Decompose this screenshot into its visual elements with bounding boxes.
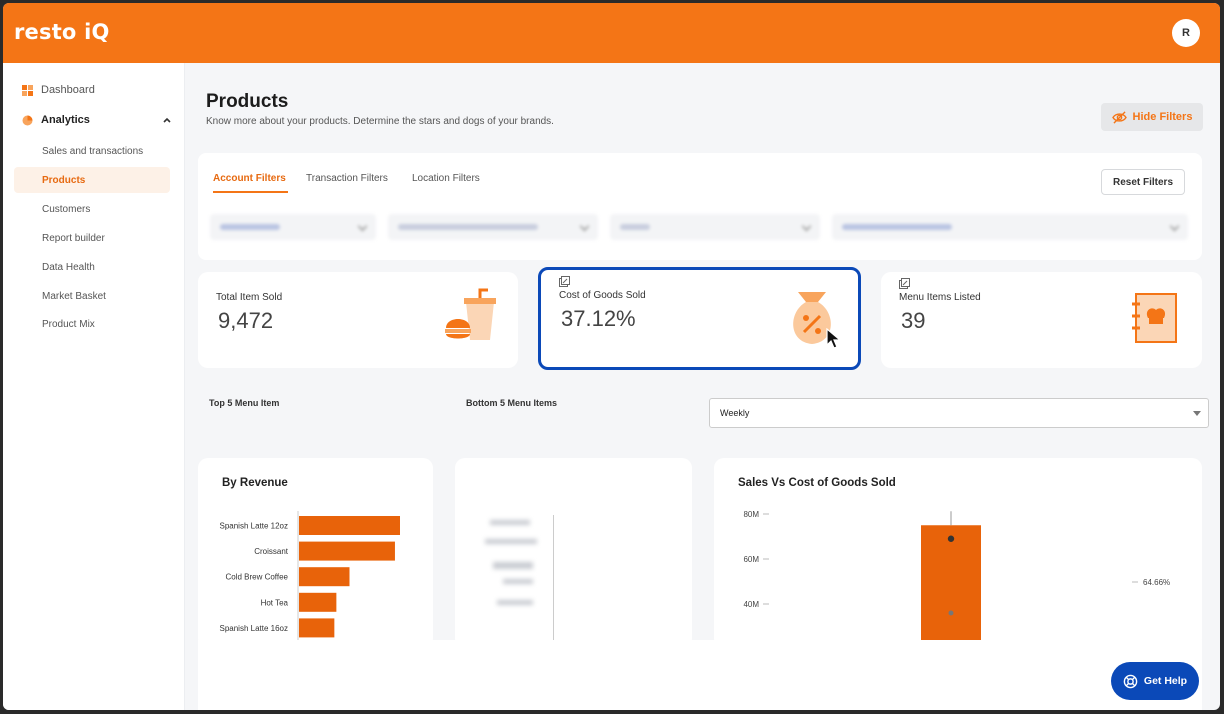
period-select[interactable]: Weekly <box>709 398 1209 428</box>
sidebar-item-analytics[interactable]: Analytics <box>14 114 174 126</box>
y-tick-label: 40M <box>743 600 759 609</box>
main-content: Products Know more about your products. … <box>186 63 1220 710</box>
pie-chart-icon <box>22 115 33 125</box>
sidebar: Dashboard Analytics Sales and transactio… <box>3 63 185 710</box>
bottom5-chart-card <box>455 458 692 648</box>
external-link-icon <box>559 276 570 287</box>
sidebar-sub-products[interactable]: Products <box>14 167 170 193</box>
chevron-up-icon[interactable] <box>162 115 172 125</box>
tab-transaction-filters[interactable]: Transaction Filters <box>306 173 388 184</box>
filter-select-2[interactable] <box>388 214 598 240</box>
data-point <box>947 535 955 542</box>
revenue-bar-chart: Spanish Latte 12oz Croissant Cold Brew Cof… <box>220 511 400 648</box>
sidebar-sub-product-mix[interactable]: Product Mix <box>42 318 95 330</box>
get-help-button[interactable]: Get Help <box>1111 662 1199 700</box>
stat-card-total-item-sold[interactable]: Total Item Sold 9,472 <box>198 272 518 368</box>
hide-filters-button[interactable]: Hide Filters <box>1101 103 1203 131</box>
sidebar-sub-customers[interactable]: Customers <box>42 203 91 215</box>
active-tab-indicator <box>213 191 288 193</box>
app-window: resto iQ R Dashboard Analytics Sales and… <box>3 3 1220 710</box>
filter-select-3[interactable] <box>610 214 820 240</box>
mouse-cursor-icon <box>826 328 842 349</box>
filter-select-1[interactable] <box>210 214 376 240</box>
food-drink-icon <box>445 288 496 340</box>
filter-select-4[interactable] <box>832 214 1188 240</box>
sidebar-sub-data-health[interactable]: Data Health <box>42 261 95 273</box>
sidebar-item-label: Dashboard <box>41 84 95 96</box>
stat-value: 39 <box>901 308 926 333</box>
revenue-bar <box>299 618 335 638</box>
lifebuoy-icon <box>1123 674 1138 688</box>
revenue-bar <box>299 516 400 535</box>
stat-label: Cost of Goods Sold <box>559 290 646 301</box>
sales-cogs-chart: 80M 60M 40M 64.66% <box>743 510 1170 648</box>
eye-off-icon <box>1111 110 1127 124</box>
data-point <box>948 610 954 616</box>
sidebar-item-label: Analytics <box>41 114 90 126</box>
filters-card: Account Filters Transaction Filters Loca… <box>198 153 1202 260</box>
category-label: Hot Tea <box>261 598 289 607</box>
revenue-chart-card: By Revenue Spanish Latte 12oz Croissant Co… <box>198 458 433 648</box>
sidebar-sub-report-builder[interactable]: Report builder <box>42 232 105 244</box>
chart-title: Sales Vs Cost of Goods Sold <box>738 477 896 489</box>
external-link-icon <box>899 278 910 289</box>
top5-label: Top 5 Menu Item <box>209 398 280 408</box>
sidebar-sub-market-basket[interactable]: Market Basket <box>42 290 106 302</box>
tab-location-filters[interactable]: Location Filters <box>412 173 480 184</box>
category-label: Cold Brew Coffee <box>225 573 288 582</box>
sales-bar <box>921 525 981 648</box>
get-help-label: Get Help <box>1143 675 1188 687</box>
stat-label: Menu Items Listed <box>899 292 981 303</box>
axis-line <box>553 515 554 640</box>
stat-card-menu-items-listed[interactable]: Menu Items Listed 39 <box>881 272 1202 368</box>
tab-account-filters[interactable]: Account Filters <box>213 173 286 184</box>
sidebar-item-dashboard[interactable]: Dashboard <box>14 84 95 96</box>
page-subtitle: Know more about your products. Determine… <box>206 116 554 127</box>
page-title: Products <box>206 91 289 112</box>
bottom5-label: Bottom 5 Menu Items <box>466 398 558 408</box>
logo[interactable]: resto iQ <box>14 20 110 44</box>
period-select-value: Weekly <box>720 408 750 418</box>
percentage-annotation: 64.66% <box>1143 578 1170 587</box>
y-tick-label: 80M <box>743 510 759 519</box>
bottom-panel <box>198 640 1202 710</box>
stat-value: 37.12% <box>561 306 636 331</box>
sales-cogs-chart-card: Sales Vs Cost of Goods Sold 80M 60M 40M 64.… <box>714 458 1202 648</box>
money-bag-percent-icon <box>793 292 831 344</box>
revenue-bar <box>299 541 395 561</box>
chart-title: By Revenue <box>222 477 288 489</box>
dropdown-arrow-icon <box>1193 411 1201 416</box>
grid-icon <box>22 84 33 96</box>
sidebar-sub-sales[interactable]: Sales and transactions <box>42 145 144 157</box>
reset-filters-button[interactable]: Reset Filters <box>1101 169 1185 195</box>
top-bar: resto iQ R <box>3 3 1220 63</box>
stat-label: Total Item Sold <box>216 292 283 303</box>
revenue-bar <box>299 567 350 587</box>
category-label: Croissant <box>254 547 289 556</box>
avatar[interactable]: R <box>1172 19 1200 47</box>
menu-book-icon <box>1132 293 1177 343</box>
category-label: Spanish Latte 12oz <box>220 522 289 531</box>
y-tick-label: 60M <box>743 555 759 564</box>
stat-card-cost-of-goods-sold[interactable]: Cost of Goods Sold 37.12% <box>538 267 861 370</box>
stat-value: 9,472 <box>218 308 274 333</box>
hide-filters-label: Hide Filters <box>1132 111 1193 123</box>
blurred-chart-placeholder <box>475 508 537 605</box>
category-label: Spanish Latte 16oz <box>220 624 289 633</box>
revenue-bar <box>299 592 337 612</box>
